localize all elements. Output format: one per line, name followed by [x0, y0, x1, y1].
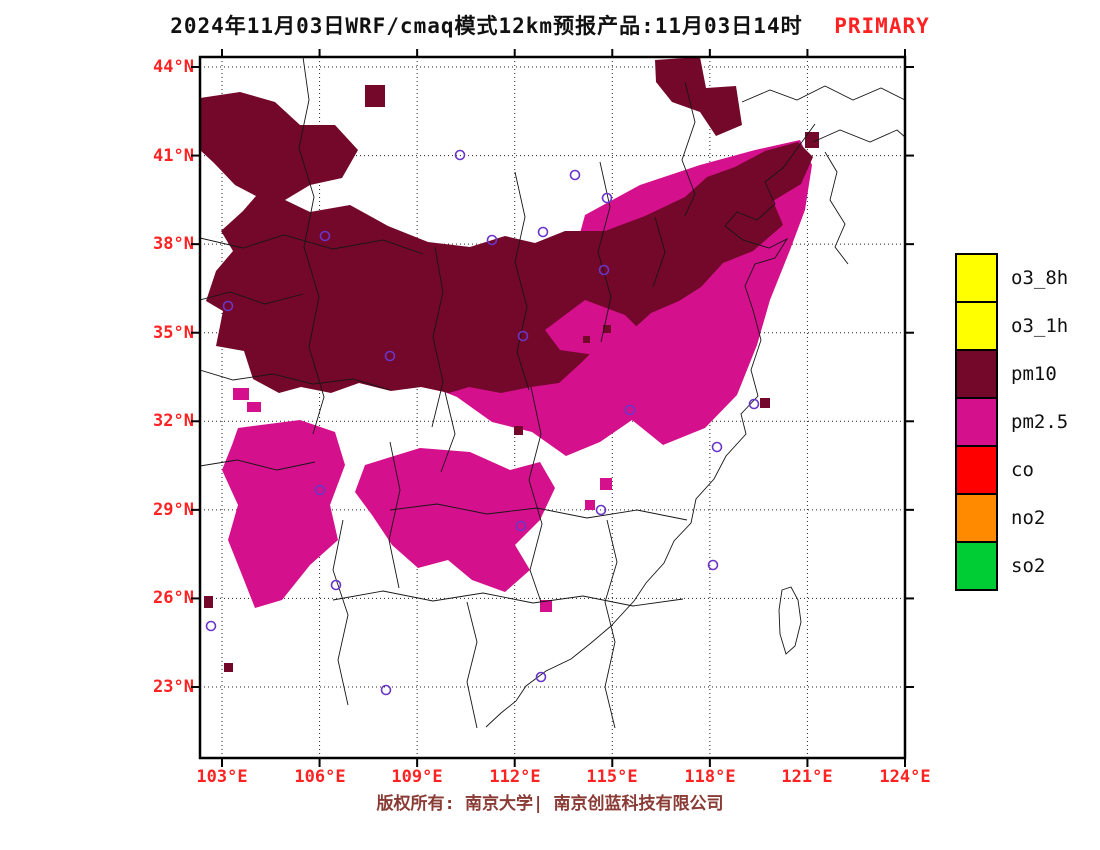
legend-item: co [955, 445, 1068, 495]
legend-swatch [955, 253, 998, 303]
legend-item: pm2.5 [955, 397, 1068, 447]
lat-tick-label: 23°N [153, 677, 194, 697]
city-marker-icon [595, 504, 607, 516]
city-marker-icon [748, 398, 760, 410]
map-frame [198, 55, 907, 760]
legend-swatch [955, 349, 998, 399]
pm10-region [200, 57, 819, 672]
city-marker-icon [569, 169, 581, 181]
pollutant-legend: o3_8h o3_1h pm10 pm2.5 co no2 so2 [955, 253, 1068, 591]
city-marker-icon [624, 404, 636, 416]
city-marker-icon [319, 230, 331, 242]
title-highlight: PRIMARY [834, 14, 930, 38]
city-marker-icon [486, 234, 498, 246]
lat-tick-label: 26°N [153, 588, 194, 608]
city-marker-icon [601, 192, 613, 204]
legend-swatch [955, 493, 998, 543]
legend-label: o3_1h [1011, 315, 1069, 337]
legend-label: o3_8h [1011, 267, 1069, 289]
legend-item: pm10 [955, 349, 1068, 399]
forecast-map [191, 49, 914, 767]
legend-swatch [955, 445, 998, 495]
city-marker-icon [598, 264, 610, 276]
lon-tick-label: 112°E [489, 767, 541, 787]
city-marker-icon [314, 484, 326, 496]
lat-tick-label: 41°N [153, 146, 194, 166]
lon-tick-label: 121°E [781, 767, 833, 787]
lon-tick-label: 109°E [391, 767, 443, 787]
page-title: 2024年11月03日WRF/cmaq模式12km预报产品:11月03日14时 … [0, 10, 1100, 40]
pm25-wedge [545, 300, 650, 360]
legend-label: no2 [1011, 507, 1046, 529]
lon-tick-label: 124°E [879, 767, 931, 787]
city-marker-icon [205, 620, 217, 632]
city-marker-icon [454, 149, 466, 161]
city-marker-icon [535, 671, 547, 683]
lat-tick-label: 38°N [153, 234, 194, 254]
city-marker-icon [707, 559, 719, 571]
legend-swatch [955, 301, 998, 351]
city-marker-icon [380, 684, 392, 696]
city-marker-icon [537, 226, 549, 238]
city-marker-icon [517, 330, 529, 342]
legend-item: no2 [955, 493, 1068, 543]
copyright-text: 版权所有: 南京大学| 南京创蓝科技有限公司 [376, 794, 724, 814]
lat-tick-label: 44°N [153, 57, 194, 77]
city-marker-icon [384, 350, 396, 362]
lon-tick-label: 118°E [684, 767, 736, 787]
legend-label: co [1011, 459, 1034, 481]
legend-item: so2 [955, 541, 1068, 591]
city-marker-icon [515, 520, 527, 532]
lat-tick-label: 35°N [153, 323, 194, 343]
city-marker-icon [222, 300, 234, 312]
city-marker-icon [330, 579, 342, 591]
lon-tick-label: 115°E [586, 767, 638, 787]
legend-label: so2 [1011, 555, 1046, 577]
city-marker-icon [711, 441, 723, 453]
lon-tick-label: 106°E [294, 767, 346, 787]
legend-swatch [955, 397, 998, 447]
title-text: 2024年11月03日WRF/cmaq模式12km预报产品:11月03日14时 [170, 14, 803, 38]
lat-tick-label: 29°N [153, 500, 194, 520]
lon-tick-label: 103°E [196, 767, 248, 787]
lat-tick-label: 32°N [153, 411, 194, 431]
legend-label: pm10 [1011, 363, 1057, 385]
legend-item: o3_8h [955, 253, 1068, 303]
taiwan-island [778, 586, 802, 655]
legend-item: o3_1h [955, 301, 1068, 351]
city-markers [205, 149, 760, 696]
legend-swatch [955, 541, 998, 591]
axis-ticks [191, 49, 914, 767]
legend-label: pm2.5 [1011, 411, 1069, 433]
